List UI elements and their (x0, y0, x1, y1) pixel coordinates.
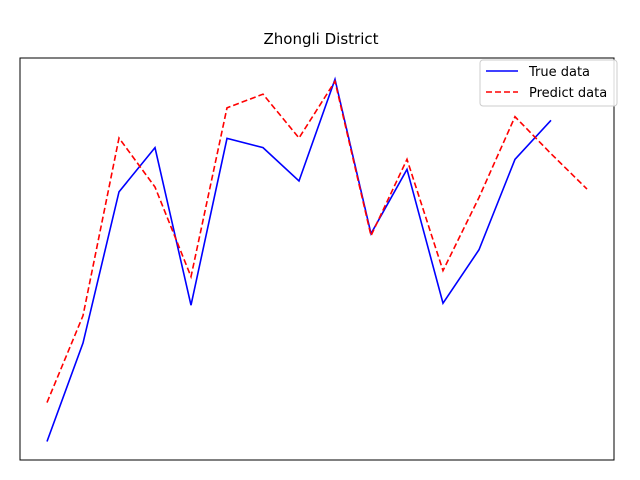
legend-label-predict-data: Predict data (529, 86, 607, 101)
legend: True data Predict data (479, 59, 618, 107)
legend-label-true-data: True data (528, 65, 590, 80)
series-line-predict-data (46, 79, 588, 403)
chart-title: Zhongli District (264, 30, 379, 48)
series-layer (46, 76, 588, 442)
plot-area (19, 57, 615, 461)
series-line-true-data (46, 76, 552, 442)
